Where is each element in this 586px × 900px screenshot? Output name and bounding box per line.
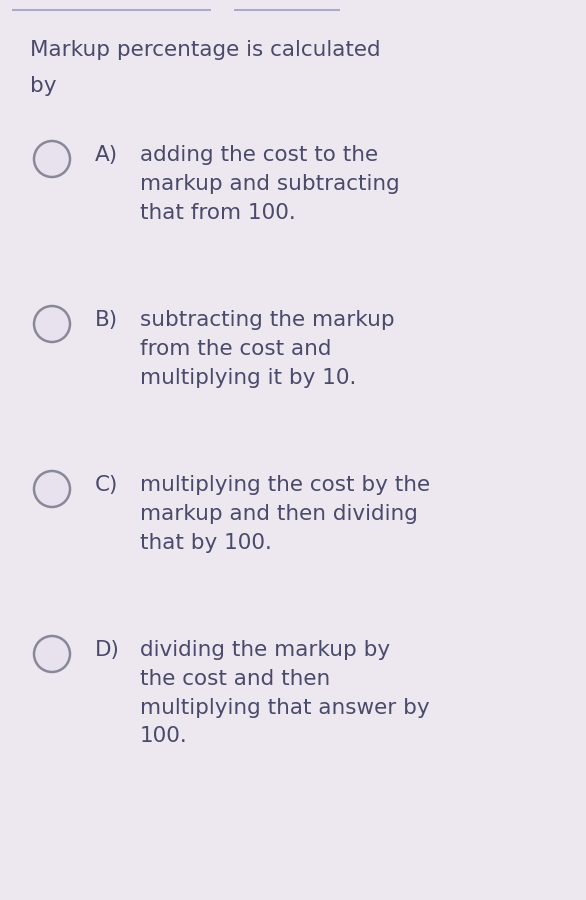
Circle shape	[34, 306, 70, 342]
Text: A): A)	[95, 145, 118, 165]
Text: Markup percentage is calculated: Markup percentage is calculated	[30, 40, 381, 60]
Text: C): C)	[95, 475, 118, 495]
Text: adding the cost to the
markup and subtracting
that from 100.: adding the cost to the markup and subtra…	[140, 145, 400, 222]
Circle shape	[34, 141, 70, 177]
Text: B): B)	[95, 310, 118, 330]
Text: by: by	[30, 76, 56, 96]
Circle shape	[34, 636, 70, 672]
Text: multiplying the cost by the
markup and then dividing
that by 100.: multiplying the cost by the markup and t…	[140, 475, 430, 553]
Text: D): D)	[95, 640, 120, 660]
Text: subtracting the markup
from the cost and
multiplying it by 10.: subtracting the markup from the cost and…	[140, 310, 394, 388]
Circle shape	[34, 471, 70, 507]
Text: dividing the markup by
the cost and then
multiplying that answer by
100.: dividing the markup by the cost and then…	[140, 640, 430, 746]
